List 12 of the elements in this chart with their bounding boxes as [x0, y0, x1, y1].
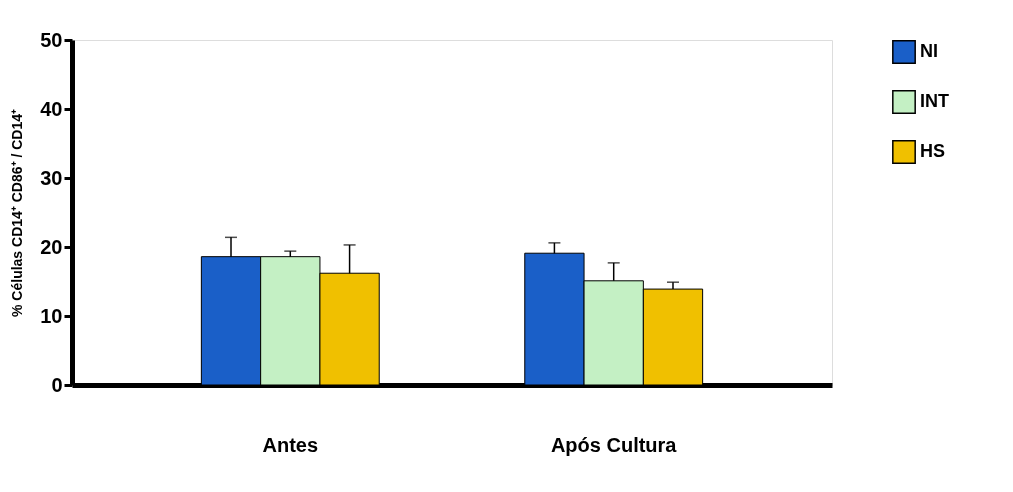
y-axis-title: % Células CD14⁺ CD86⁺ / CD14⁺ — [9, 109, 26, 317]
legend-label: NI — [920, 41, 938, 61]
y-tick-label: 20 — [40, 235, 63, 258]
legend-label: HS — [920, 141, 946, 161]
y-tick-label: 30 — [40, 166, 63, 189]
y-tick-label: 0 — [51, 373, 63, 396]
legend-label: INT — [920, 91, 949, 111]
y-tick-label: 40 — [40, 97, 63, 120]
x-tick-label: Após Cultura — [550, 433, 678, 456]
x-tick-label: Antes — [262, 433, 319, 456]
y-tick-label: 50 — [40, 28, 63, 51]
y-tick-label: 10 — [40, 304, 63, 327]
